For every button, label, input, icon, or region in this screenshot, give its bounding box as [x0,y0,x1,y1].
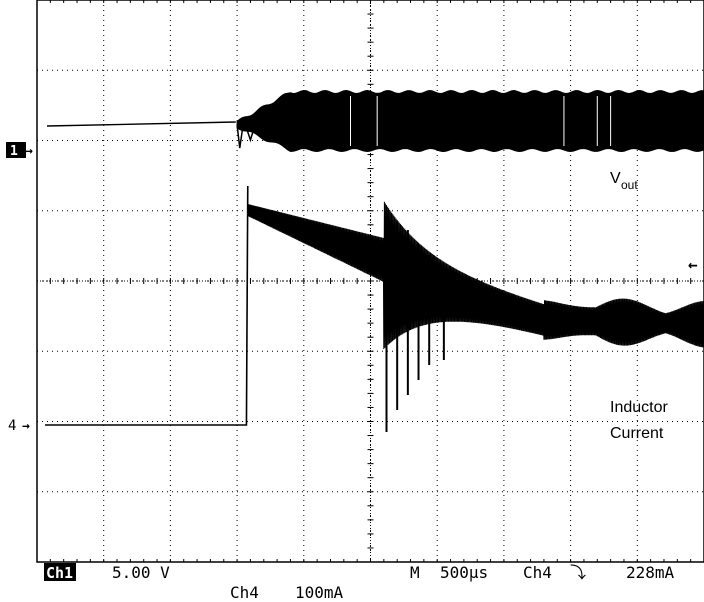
ch4-marker-arrow: → [22,419,30,434]
ch1-marker-text: 1 [10,144,18,159]
inductor-label-line2: Current [610,425,664,442]
timebase-label: M [410,563,420,582]
vout-trace-ripple-band [236,89,704,153]
ch1-scale: 5.00 V [112,563,170,582]
ch4-ground-marker: 4 → [8,418,30,434]
vout-label-main: V [610,170,621,187]
inductor-trace-step [45,185,249,426]
ch1-tag-background [44,563,76,581]
trigger-source: Ch4 [523,563,552,582]
trigger-level-marker: ← [688,255,698,274]
vout-label-subscript: out [621,178,638,192]
inductor-label-line1: Inductor [610,399,668,416]
ch1-tag: Ch1 [46,564,73,582]
status-bar: Ch1 5.00 V Ch4 100mA M 500µs Ch4 ⤵ 228mA [44,563,675,602]
ch1-marker-arrow: → [25,144,33,159]
vout-label: V out [610,170,638,192]
inductor-trace-ripple [247,185,704,350]
vout-trace-startup-transient [236,117,258,149]
trace-layer [45,89,704,432]
ch4-label: Ch4 [230,583,259,602]
trigger-slope-icon: ⤵ [570,563,586,582]
ch1-ground-marker: 1 → [6,142,33,159]
ch4-marker-text: 4 [8,418,16,434]
timebase-value: 500µs [440,563,488,582]
trigger-level: 228mA [626,563,675,582]
vout-trace-pre-start [46,121,236,127]
ch4-scale: 100mA [295,583,344,602]
